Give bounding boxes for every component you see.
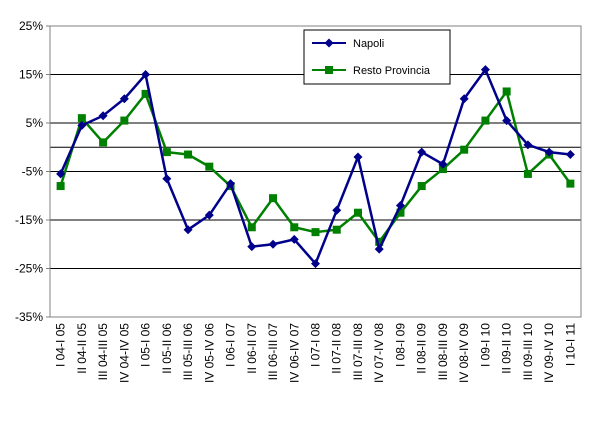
x-tick-label: IV 08-IV 09 <box>457 323 471 383</box>
resto-provincia-point <box>56 182 65 191</box>
resto-provincia-point <box>269 194 278 203</box>
napoli-point <box>438 159 448 169</box>
resto-provincia-point <box>162 148 171 157</box>
y-tick-label: -5% <box>22 165 44 179</box>
x-tick-label: II 05-II 06 <box>160 323 174 374</box>
napoli-point <box>183 225 193 235</box>
resto-provincia-point <box>438 165 447 174</box>
napoli-point <box>459 94 469 104</box>
resto-provincia-point <box>460 145 469 154</box>
napoli-point <box>353 152 363 162</box>
napoli-point <box>395 200 405 210</box>
napoli-point <box>98 111 108 121</box>
napoli-point <box>204 210 214 220</box>
napoli-point <box>565 150 575 160</box>
napoli-point <box>289 234 299 244</box>
x-tick-label: I 07-I 08 <box>309 323 323 367</box>
x-tick-label: III 08-III 09 <box>436 323 450 381</box>
x-tick-label: II 04-II 05 <box>75 323 89 374</box>
resto-provincia-point <box>77 114 86 123</box>
legend-napoli-label: Napoli <box>353 38 384 50</box>
napoli-point <box>502 116 512 126</box>
legend-napoli-diamond-icon <box>324 38 334 48</box>
napoli-point <box>141 70 151 79</box>
resto-provincia-point <box>523 169 532 178</box>
x-tick-label: I 09-I 10 <box>478 323 492 367</box>
napoli-point <box>119 94 129 104</box>
legend: Napoli Resto Provincia <box>303 29 451 85</box>
x-tick-label: I 08-I 09 <box>393 323 407 367</box>
y-tick-label: -15% <box>15 213 43 227</box>
resto-provincia-point <box>417 182 426 191</box>
resto-provincia-point <box>99 138 108 147</box>
napoli-point <box>374 244 384 254</box>
y-tick-label: 15% <box>19 68 43 82</box>
napoli-point <box>544 147 554 157</box>
napoli-point <box>480 65 490 75</box>
x-tick-label: II 07-II 08 <box>330 323 344 374</box>
resto-provincia-point <box>247 223 256 232</box>
resto-provincia-point <box>184 150 193 159</box>
resto-provincia-point <box>566 179 575 188</box>
resto-provincia-point <box>396 208 405 217</box>
x-tick-label: II 08-II 09 <box>415 323 429 374</box>
napoli-point <box>162 174 172 184</box>
resto-provincia-point <box>481 116 490 125</box>
x-tick-label: III 07-III 08 <box>351 323 365 381</box>
resto-provincia-point <box>205 162 214 171</box>
legend-resto-square-icon <box>325 66 333 74</box>
napoli-point <box>311 259 320 269</box>
legend-resto-label: Resto Provincia <box>353 65 431 77</box>
resto-provincia-point <box>353 208 362 217</box>
x-tick-label: III 04-III 05 <box>96 323 110 381</box>
x-tick-label: I 06-I 07 <box>224 323 238 367</box>
napoli-point <box>56 169 66 179</box>
x-axis-tick-labels: I 04-I 05 II 04-II 05 III 04-III 05 IV 04-I… <box>54 323 578 383</box>
resto-provincia-point <box>141 89 150 98</box>
x-tick-label: I 05-I 06 <box>139 323 153 367</box>
resto-provincia-point <box>375 237 384 246</box>
series-layer <box>56 65 575 269</box>
resto-provincia-point <box>311 228 320 237</box>
y-tick-label: -35% <box>15 310 43 324</box>
x-tick-label: III 09-III 10 <box>521 323 535 381</box>
x-tick-label: IV 04-IV 05 <box>117 323 131 383</box>
series-line-resto-provincia <box>59 88 572 244</box>
y-tick-label: -25% <box>15 262 43 276</box>
legend-box <box>303 29 451 85</box>
napoli-point <box>417 147 427 157</box>
x-tick-label: IV 09-IV 10 <box>542 323 556 383</box>
x-tick-label: IV 05-IV 06 <box>202 323 216 383</box>
x-tick-label: II 09-II 10 <box>500 323 514 374</box>
napoli-point <box>523 140 533 150</box>
x-tick-label: III 05-III 06 <box>181 323 195 381</box>
x-tick-label: I 10-I 11 <box>563 323 577 366</box>
napoli-point <box>332 205 342 215</box>
resto-provincia-point <box>502 87 511 96</box>
napoli-point <box>268 239 278 249</box>
napoli-point <box>247 242 257 252</box>
x-tick-label: IV 06-IV 07 <box>287 323 301 383</box>
y-tick-label: 5% <box>26 116 44 130</box>
y-axis-tick-labels: 25% 15% 5% -5% -15% -25% -35% <box>15 19 50 324</box>
resto-provincia-point <box>332 225 341 234</box>
x-tick-label: II 06-II 07 <box>245 323 259 374</box>
napoli-point <box>226 179 236 189</box>
y-tick-label: 25% <box>19 19 43 33</box>
x-tick-label: I 04-I 05 <box>54 323 68 367</box>
resto-provincia-point <box>290 223 299 232</box>
x-tick-label: III 06-III 07 <box>266 323 280 381</box>
x-tick-label: IV 07-IV 08 <box>372 323 386 383</box>
resto-provincia-point <box>120 116 129 125</box>
napoli-point <box>77 120 87 130</box>
